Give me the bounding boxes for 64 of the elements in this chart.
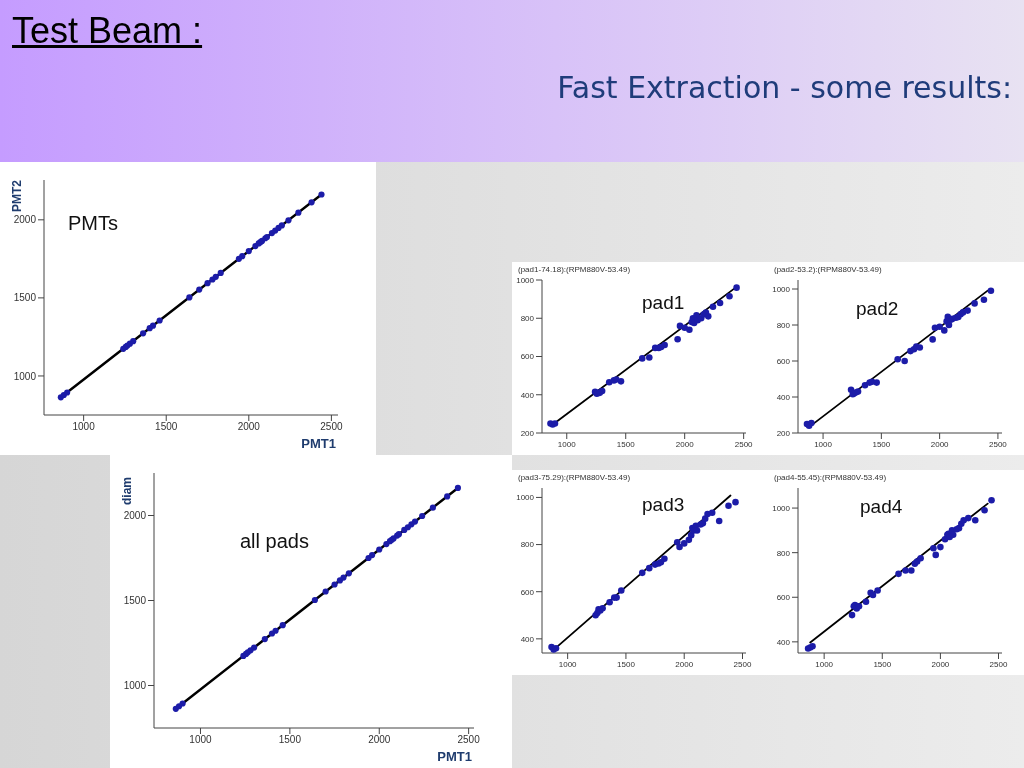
x-tick-label: 1500 (278, 734, 302, 746)
x-tick-label: 1000 (72, 421, 96, 433)
x-axis-title: PMT1 (437, 749, 472, 764)
chart-title: (pad3-75.29):(RPM880V-53.49) (518, 473, 631, 482)
annotation: pad1 (642, 292, 685, 314)
annotation: PMTs (68, 212, 118, 235)
x-tick-label: 2000 (931, 659, 950, 669)
y-axis-title: diam (120, 476, 134, 505)
y-tick-label: 800 (776, 548, 791, 558)
y-tick-label: 1000 (516, 493, 535, 503)
x-tick-label: 2500 (457, 734, 481, 746)
y-tick-label: 200 (776, 428, 791, 438)
x-tick-label: 2500 (320, 421, 343, 433)
annotation: all pads (240, 530, 309, 553)
x-tick-label: 2500 (734, 439, 754, 449)
x-tick-label: 1000 (189, 734, 213, 746)
x-tick-label: 2500 (733, 659, 752, 669)
y-axis-title: PMT2 (10, 179, 24, 212)
x-tick-label: 1000 (558, 659, 578, 669)
y-tick-label: 2000 (13, 214, 37, 226)
y-tick-label: 1000 (772, 284, 791, 294)
x-tick-label: 1500 (872, 439, 891, 449)
x-tick-label: 1500 (616, 439, 636, 449)
y-tick-label: 600 (520, 352, 535, 362)
x-tick-label: 1000 (557, 439, 577, 449)
y-tick-label: 600 (520, 587, 535, 597)
y-tick-label: 600 (776, 356, 791, 366)
y-tick-label: 800 (520, 540, 535, 550)
x-tick-label: 1500 (155, 421, 178, 433)
chart-title: (pad1-74.18):(RPM880V-53.49) (518, 265, 631, 274)
x-tick-label: 1500 (617, 659, 636, 669)
y-tick-label: 800 (520, 314, 535, 324)
annotation: pad3 (642, 494, 685, 516)
x-tick-label: 1500 (873, 659, 892, 669)
y-tick-label: 1000 (772, 503, 791, 513)
x-tick-label: 2000 (930, 439, 950, 449)
x-tick-label: 2000 (368, 734, 391, 746)
chart-title: (pad4-55.45):(RPM880V-53.49) (774, 473, 887, 482)
y-tick-label: 400 (520, 390, 535, 400)
annotation: pad4 (860, 496, 903, 518)
y-tick-label: 1000 (123, 680, 147, 692)
x-tick-label: 1000 (815, 659, 834, 669)
y-tick-label: 1500 (13, 292, 37, 304)
y-tick-label: 400 (520, 634, 535, 644)
y-tick-label: 600 (776, 593, 791, 603)
chart-title: (pad2-53.2):(RPM880V-53.49) (774, 265, 882, 274)
y-tick-label: 400 (776, 637, 791, 647)
x-tick-label: 2000 (237, 421, 261, 433)
x-tick-label: 2000 (675, 659, 694, 669)
y-tick-label: 800 (776, 320, 791, 330)
x-axis-title: PMT1 (301, 436, 336, 451)
y-tick-label: 1000 (13, 370, 37, 382)
annotation: pad2 (856, 298, 899, 320)
y-tick-label: 1000 (516, 275, 535, 285)
y-tick-label: 400 (776, 392, 791, 402)
x-tick-label: 1000 (814, 439, 833, 449)
chart-title: Test Beam : (12, 10, 203, 52)
y-tick-label: 2000 (123, 510, 147, 522)
x-tick-label: 2500 (989, 659, 1008, 669)
x-tick-label: 2000 (675, 439, 695, 449)
x-tick-label: 2500 (989, 439, 1008, 449)
y-tick-label: 1500 (123, 595, 147, 607)
chart-subtitle: Fast Extraction - some results: (557, 70, 1012, 105)
y-tick-label: 200 (520, 428, 535, 438)
